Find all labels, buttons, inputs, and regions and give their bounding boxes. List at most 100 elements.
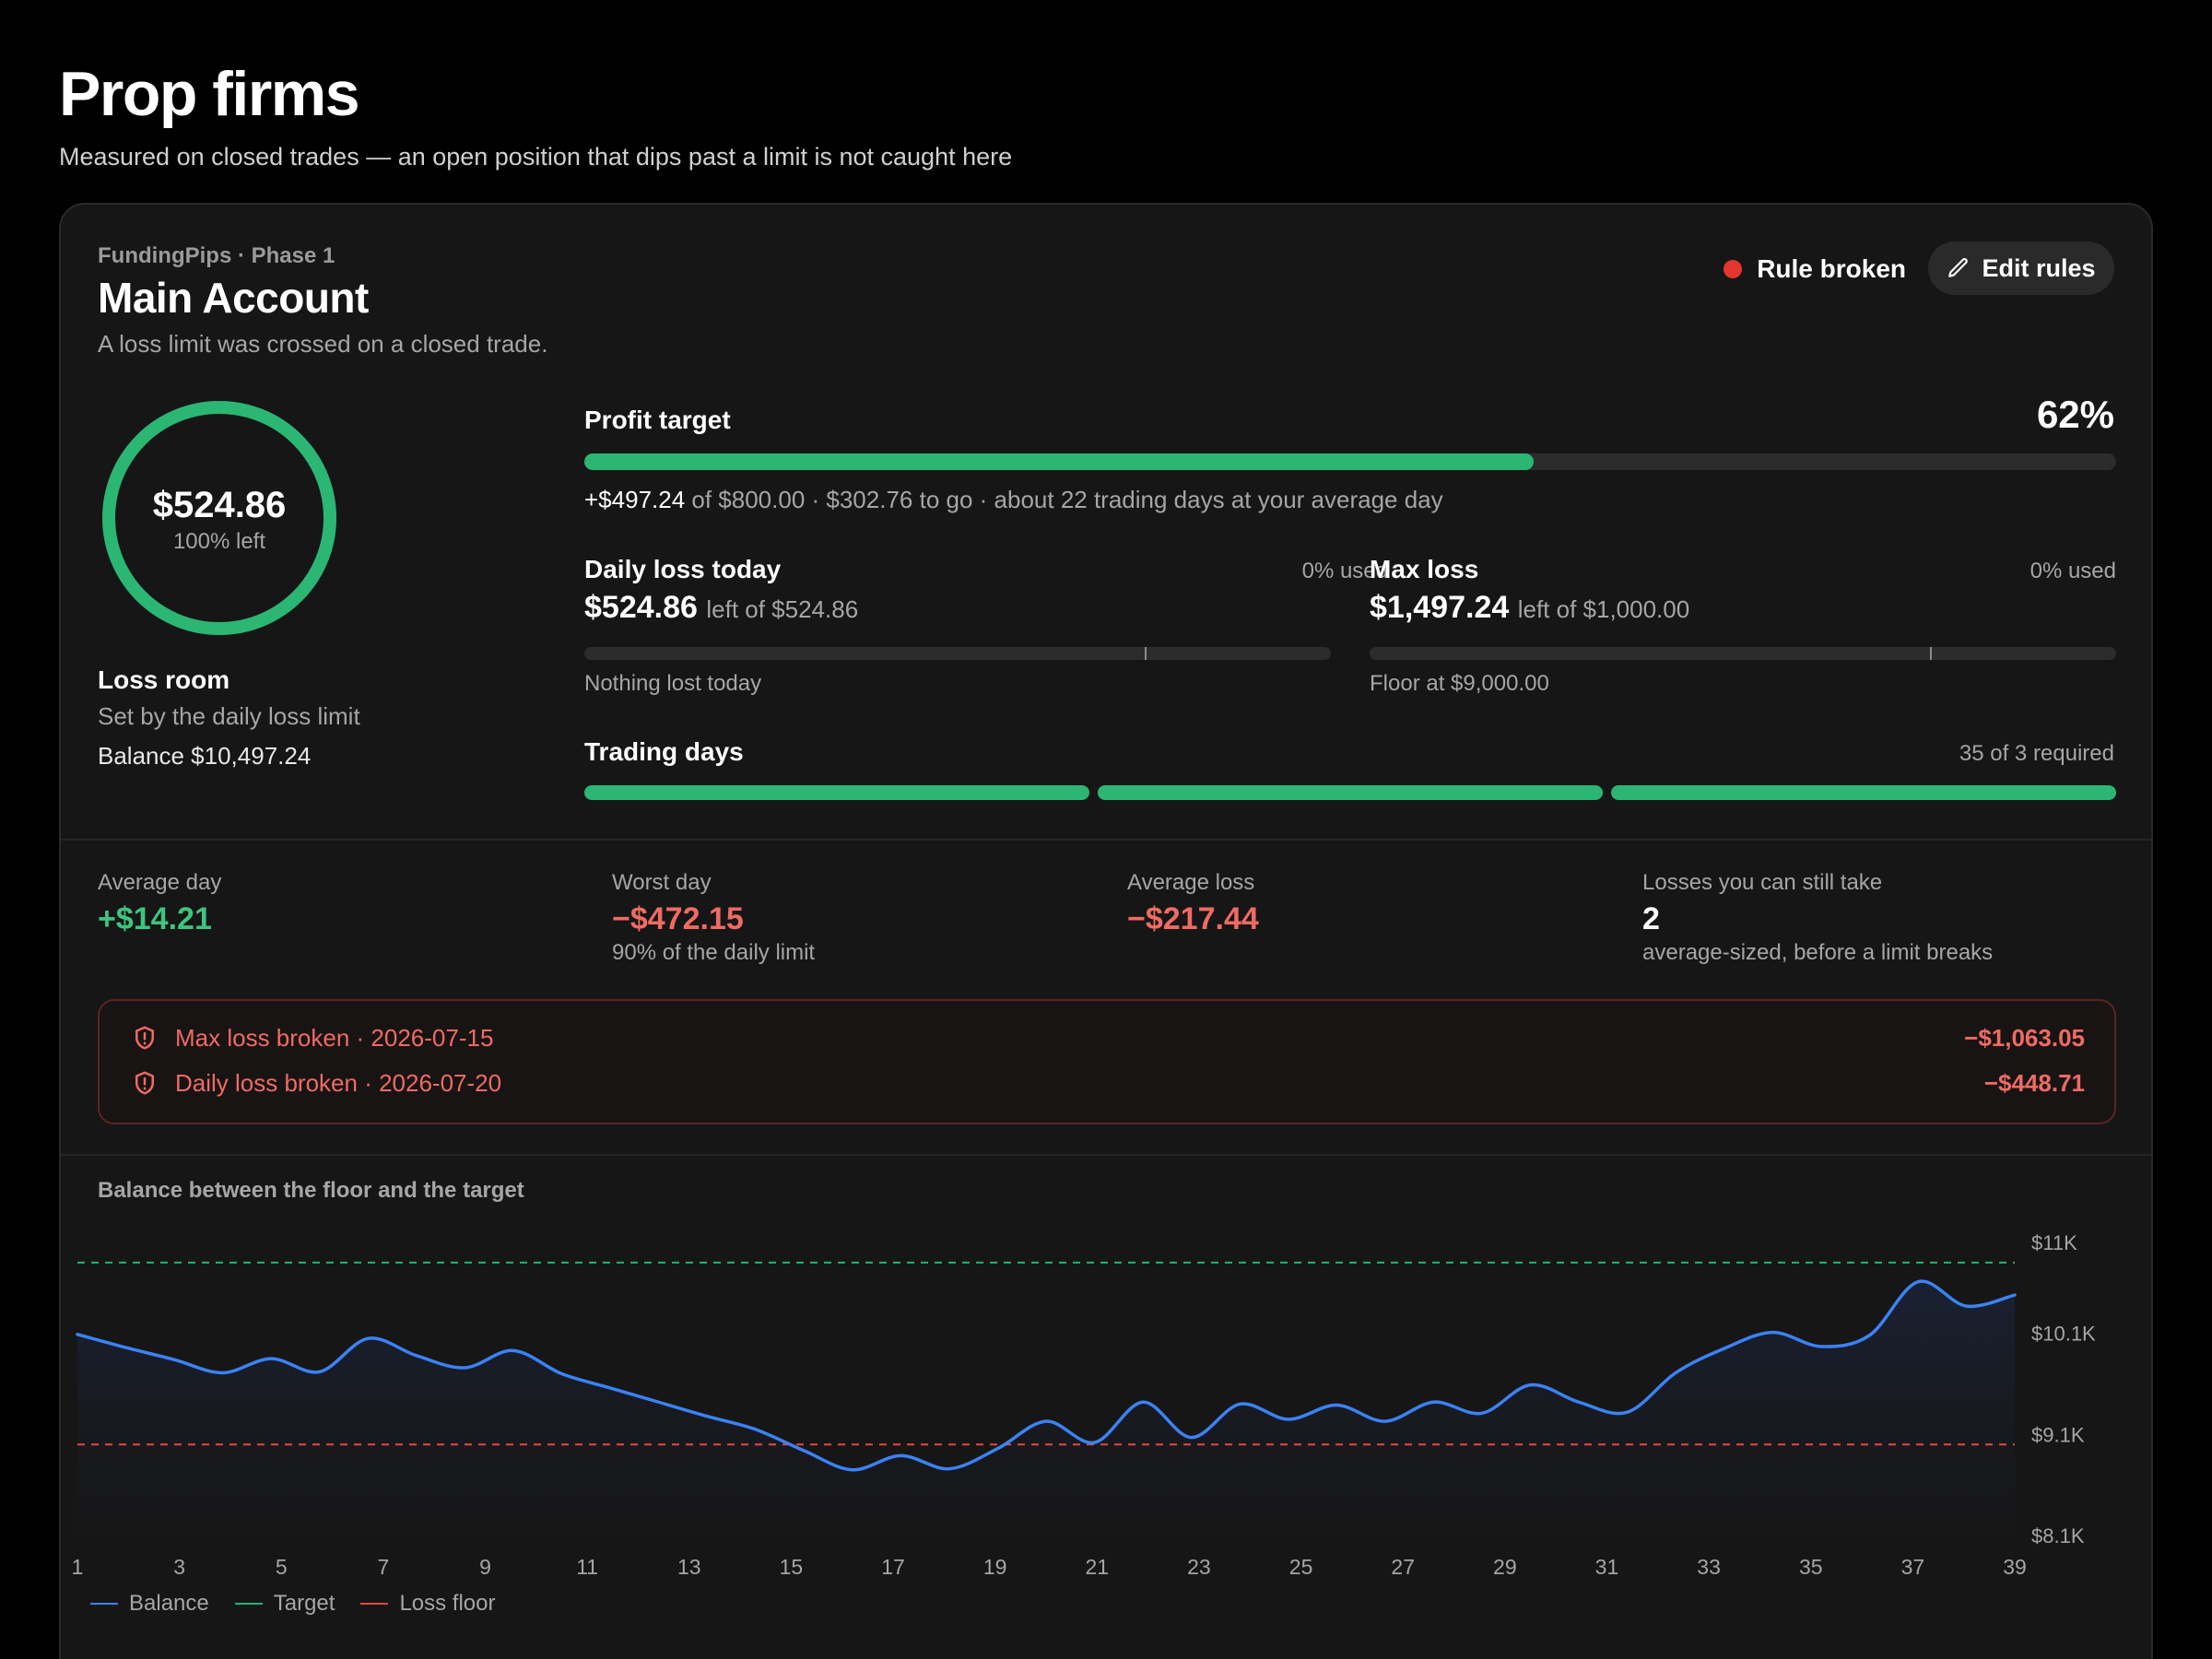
x-tick-label: 29 — [1493, 1555, 1517, 1579]
daily-loss-title: Daily loss today — [584, 555, 782, 583]
x-tick-label: 3 — [173, 1555, 185, 1579]
max-loss-marker — [1929, 647, 1932, 660]
profit-target-bar — [584, 453, 2116, 470]
status-label: Rule broken — [1757, 254, 1906, 283]
stat-average-day-label: Average day — [98, 870, 222, 895]
loss-room-arc — [102, 401, 336, 635]
max-loss-value-line: $1,497.24 left of $1,000.00 — [1370, 590, 1689, 626]
daily-loss-of: left of $524.86 — [706, 595, 859, 623]
shield-alert-icon — [135, 1026, 154, 1050]
firm-label: FundingPips · Phase 1 — [98, 243, 335, 268]
x-tick-label: 37 — [1901, 1555, 1925, 1579]
page-subtitle: Measured on closed trades — an open posi… — [59, 143, 1013, 171]
pencil-icon — [1948, 258, 1969, 277]
daily-loss-value-line: $524.86 left of $524.86 — [584, 590, 858, 626]
x-tick-label: 11 — [576, 1555, 598, 1579]
section-divider — [61, 839, 2151, 841]
profit-target-gained: +$497.24 — [584, 486, 686, 513]
stat-losses-left-label: Losses you can still take — [1642, 870, 1883, 895]
profit-target-percent: 62% — [2036, 393, 2114, 436]
loss-room-subtitle: Set by the daily loss limit — [98, 702, 360, 730]
x-tick-label: 21 — [1086, 1555, 1110, 1579]
alert-row[interactable]: Max loss broken · 2026-07-15 −$1,063.05 — [131, 1021, 2085, 1054]
balance-line — [76, 1279, 2017, 1472]
max-loss-value: $1,497.24 — [1370, 590, 1510, 625]
account-description: A loss limit was crossed on a closed tra… — [98, 330, 548, 358]
daily-loss-value: $524.86 — [584, 590, 698, 625]
profit-target-fill — [584, 453, 1535, 470]
profit-target-title: Profit target — [584, 406, 731, 434]
section-divider — [61, 1154, 2151, 1156]
trading-day-segment — [1611, 785, 2116, 800]
stat-worst-day-note: 90% of the daily limit — [612, 940, 816, 965]
legend-item-target: Target — [234, 1591, 335, 1617]
loss-room-value: $524.86 — [152, 485, 287, 525]
alert-amount: −$448.71 — [1983, 1068, 2085, 1097]
alert-text: Max loss broken · 2026-07-15 — [175, 1023, 494, 1052]
x-tick-label: 15 — [780, 1555, 804, 1579]
max-loss-title: Max loss — [1370, 555, 1479, 583]
edit-rules-button[interactable]: Edit rules — [1928, 241, 2114, 295]
account-card: FundingPips · Phase 1 Main Account A los… — [59, 203, 2153, 1659]
trading-days-title: Trading days — [584, 737, 744, 766]
x-tick-label: 1 — [72, 1555, 84, 1579]
daily-loss-marker — [1144, 647, 1147, 660]
chart-title: Balance between the floor and the target — [98, 1178, 524, 1203]
balance-chart: $11K$10.1K$9.1K$8.1K1 3 5 7 9 11 13 15 17 19 21 23 2… — [72, 1231, 2096, 1579]
shield-alert-icon — [135, 1071, 154, 1095]
profit-target-description: +$497.24 of $800.00 · $302.76 to go · ab… — [584, 486, 1443, 514]
alert-text: Daily loss broken · 2026-07-20 — [175, 1068, 502, 1097]
max-loss-of: left of $1,000.00 — [1517, 595, 1690, 623]
stat-worst-day-label: Worst day — [612, 870, 712, 895]
x-tick-label: 9 — [479, 1555, 491, 1579]
legend-label: Balance — [129, 1591, 209, 1616]
status-badge: Rule broken — [1724, 254, 1906, 284]
max-loss-bar — [1370, 647, 2116, 660]
trading-day-segment — [1098, 785, 1603, 800]
page-title: Prop firms — [59, 59, 360, 129]
x-tick-label: 7 — [377, 1555, 389, 1579]
x-tick-label: 17 — [881, 1555, 905, 1579]
balance-area — [77, 1281, 2015, 1535]
profit-target-details: of $800.00 · $302.76 to go · about 22 tr… — [685, 486, 1443, 513]
loss-room-title: Loss room — [98, 665, 230, 694]
x-tick-label: 35 — [1799, 1555, 1823, 1579]
account-name: Main Account — [98, 274, 369, 322]
daily-loss-used: 0% used — [1301, 559, 1388, 583]
x-tick-label: 23 — [1187, 1555, 1211, 1579]
alert-row[interactable]: Daily loss broken · 2026-07-20 −$448.71 — [131, 1066, 2085, 1100]
x-tick-label: 19 — [983, 1555, 1007, 1579]
x-tick-label: 39 — [2003, 1555, 2027, 1579]
x-tick-label: 31 — [1595, 1555, 1619, 1579]
rule-violations-panel: Max loss broken · 2026-07-15 −$1,063.05 … — [98, 999, 2116, 1124]
y-tick-label: $8.1K — [2031, 1524, 2085, 1547]
status-dot-icon — [1724, 260, 1743, 278]
daily-loss-note: Nothing lost today — [584, 671, 762, 696]
alert-amount: −$1,063.05 — [1964, 1023, 2085, 1052]
legend-label: Target — [273, 1591, 335, 1616]
max-loss-used: 0% used — [2030, 559, 2116, 583]
trading-day-segment — [584, 785, 1089, 800]
chart-legend: Balance Target Loss floor — [90, 1591, 496, 1617]
stat-average-loss-value: −$217.44 — [1127, 901, 1259, 936]
x-tick-label: 33 — [1697, 1555, 1721, 1579]
x-tick-label: 25 — [1289, 1555, 1313, 1579]
stat-losses-left-value: 2 — [1642, 901, 1660, 936]
balance-value: Balance $10,497.24 — [98, 742, 312, 770]
x-tick-label: 27 — [1391, 1555, 1415, 1579]
daily-loss-bar — [584, 647, 1331, 660]
trading-days-count: 35 of 3 required — [1959, 741, 2114, 766]
loss-room-ring: $524.86 100% left — [98, 396, 341, 640]
x-tick-label: 5 — [276, 1555, 288, 1579]
loss-room-percent: 100% left — [172, 529, 266, 554]
y-tick-label: $9.1K — [2031, 1423, 2085, 1446]
stat-worst-day-value: −$472.15 — [612, 901, 744, 936]
edit-rules-label: Edit rules — [1982, 253, 2096, 282]
legend-item-balance: Balance — [90, 1591, 209, 1617]
y-tick-label: $10.1K — [2031, 1323, 2096, 1346]
legend-item-loss-floor: Loss floor — [360, 1591, 496, 1617]
legend-label: Loss floor — [399, 1591, 496, 1616]
stat-average-loss-label: Average loss — [1127, 870, 1255, 895]
y-tick-label: $11K — [2031, 1231, 2077, 1254]
stat-average-day-value: +$14.21 — [98, 901, 212, 936]
